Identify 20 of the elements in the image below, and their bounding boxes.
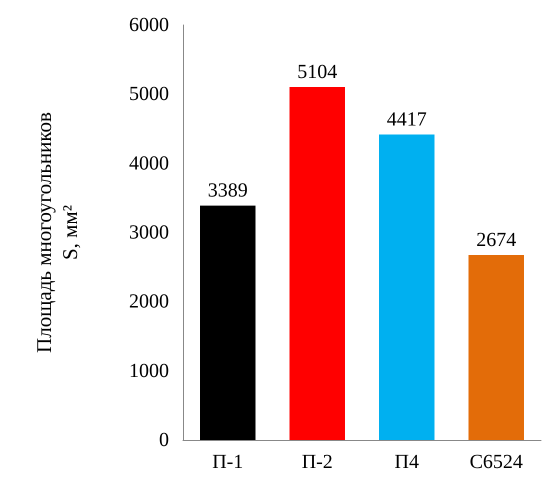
data-label: 4417 xyxy=(386,108,427,130)
x-tick-label: С6524 xyxy=(470,451,523,473)
x-tick-label: П-2 xyxy=(302,451,333,473)
y-tick-label: 3000 xyxy=(129,222,169,244)
y-axis-title: Площадь многоугольников S, мм² xyxy=(32,112,82,353)
bar xyxy=(379,134,434,440)
data-label: 2674 xyxy=(476,229,516,252)
y-tick-label: 5000 xyxy=(129,83,169,106)
bar xyxy=(200,206,256,440)
bar xyxy=(468,255,524,440)
y-tick-label: 1000 xyxy=(129,360,169,382)
y-tick-label: 4000 xyxy=(129,152,169,174)
x-tick-label: П4 xyxy=(394,451,419,473)
x-tick-label: П-1 xyxy=(212,451,244,473)
bar xyxy=(290,86,345,440)
data-label: 3389 xyxy=(208,180,248,202)
y-tick-label: 6000 xyxy=(129,14,169,36)
data-label: 5104 xyxy=(297,60,338,83)
y-tick-label: 0 xyxy=(159,429,169,451)
y-tick-label: 2000 xyxy=(129,290,169,313)
